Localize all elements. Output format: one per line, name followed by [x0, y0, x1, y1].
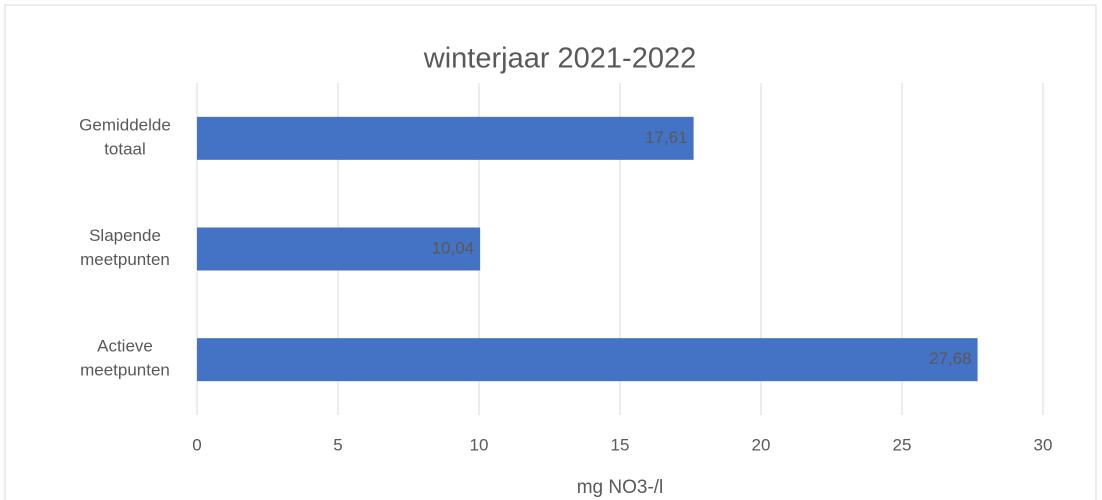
bar: [197, 338, 978, 382]
bar: [197, 116, 694, 160]
y-tick-label: Actieve meetpunten: [80, 337, 170, 380]
x-tick-label: 15: [611, 435, 630, 454]
x-tick-label: 30: [1034, 435, 1053, 454]
chart-title: winterjaar 2021-2022: [423, 43, 696, 75]
chart-border: [4, 4, 1097, 500]
data-label: 17,61: [645, 128, 688, 147]
data-label: 10,04: [432, 238, 475, 257]
data-label: 27,68: [929, 349, 972, 368]
y-tick-label: Gemiddelde totaal: [79, 116, 171, 159]
x-tick-label: 5: [333, 435, 342, 454]
y-tick-label: Slapende meetpunten: [80, 226, 170, 269]
x-tick-label: 20: [752, 435, 771, 454]
x-tick-label: 25: [893, 435, 912, 454]
x-tick-label: 0: [192, 435, 201, 454]
x-tick-label: 10: [470, 435, 489, 454]
bar: [197, 227, 481, 271]
x-axis-title: mg NO3-/l: [577, 477, 664, 498]
